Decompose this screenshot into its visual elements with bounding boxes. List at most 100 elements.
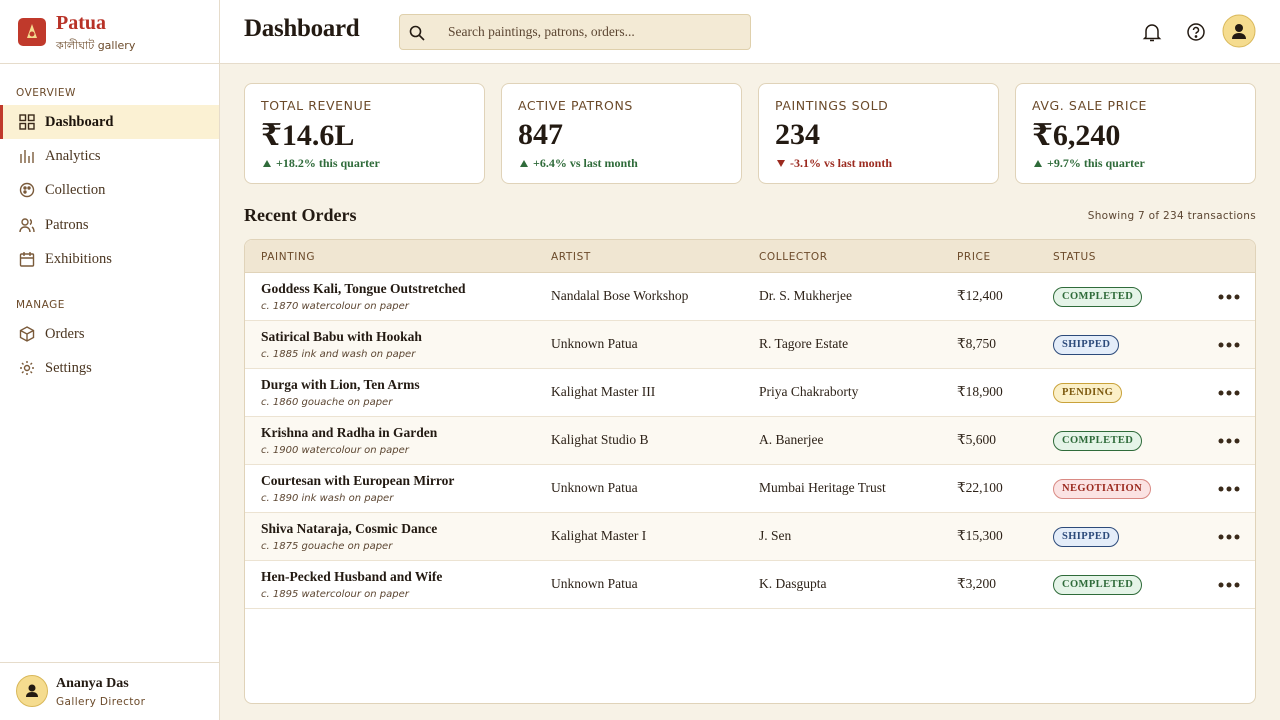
painting-meta: c. 1870 watercolour on paper bbox=[261, 301, 409, 312]
account-avatar[interactable] bbox=[1222, 14, 1256, 48]
painting-meta: c. 1885 ink and wash on paper bbox=[261, 349, 416, 360]
section-title: Recent Orders bbox=[244, 205, 357, 225]
order-row[interactable]: Satirical Babu with Hookah c. 1885 ink an… bbox=[245, 321, 1255, 369]
stat-card: AVG. SALE PRICE ₹6,240 +9.7% this quarter bbox=[1015, 83, 1256, 184]
collector: K. Dasgupta bbox=[759, 576, 827, 591]
column-header: PAINTING bbox=[261, 251, 316, 263]
stat-label: AVG. SALE PRICE bbox=[1032, 98, 1148, 113]
logo bbox=[18, 18, 46, 46]
orders-summary: Showing 7 of 234 transactions bbox=[1087, 210, 1256, 222]
painting-meta: c. 1895 watercolour on paper bbox=[261, 589, 409, 600]
order-row[interactable]: Krishna and Radha in Garden c. 1900 water… bbox=[245, 417, 1255, 465]
artist: Unknown Patua bbox=[551, 576, 638, 591]
stat-value: 234 bbox=[775, 118, 820, 151]
stat-label: ACTIVE PATRONS bbox=[518, 98, 633, 113]
notifications-icon[interactable] bbox=[1142, 22, 1162, 42]
status-badge: COMPLETED bbox=[1053, 575, 1143, 595]
nav-label: Patrons bbox=[45, 216, 89, 233]
nav-section: MANAGE bbox=[16, 299, 65, 311]
stat-delta: -3.1% vs last month bbox=[790, 156, 893, 170]
page-title: Dashboard bbox=[244, 15, 360, 42]
collector: Priya Chakraborty bbox=[759, 384, 859, 399]
status-badge: SHIPPED bbox=[1053, 527, 1120, 547]
nav-item[interactable]: Orders bbox=[0, 317, 219, 351]
orders-table: PAINTING ARTIST COLLECTOR PRICE STATUS Goddes… bbox=[244, 239, 1256, 704]
order-row[interactable]: Shiva Nataraja, Cosmic Dance c. 1875 goua… bbox=[245, 513, 1255, 561]
stat-delta: +9.7% this quarter bbox=[1047, 156, 1145, 170]
stat-value: 847 bbox=[518, 118, 563, 151]
nav-label: Dashboard bbox=[45, 113, 114, 130]
search-placeholder: Search paintings, patrons, orders... bbox=[448, 24, 635, 39]
row-actions[interactable] bbox=[1218, 582, 1240, 588]
price: ₹8,750 bbox=[957, 336, 996, 351]
status-badge: SHIPPED bbox=[1053, 335, 1120, 355]
stat-delta: +18.2% this quarter bbox=[276, 156, 380, 170]
stat-card: PAINTINGS SOLD 234 -3.1% vs last month bbox=[758, 83, 999, 184]
status-badge: COMPLETED bbox=[1053, 431, 1143, 451]
painting-meta: c. 1900 watercolour on paper bbox=[261, 445, 409, 456]
nav-label: Analytics bbox=[45, 147, 101, 164]
trend-icon bbox=[777, 160, 785, 167]
stat-card: TOTAL REVENUE ₹14.6L +18.2% this quarter bbox=[244, 83, 485, 184]
nav-label: Orders bbox=[45, 325, 85, 342]
collector: Mumbai Heritage Trust bbox=[759, 480, 886, 495]
nav-item[interactable]: Patrons bbox=[0, 208, 219, 242]
status-badge: NEGOTIATION bbox=[1053, 479, 1152, 499]
stat-label: PAINTINGS SOLD bbox=[775, 98, 889, 113]
painting-title: Shiva Nataraja, Cosmic Dance bbox=[261, 521, 438, 536]
user-avatar[interactable] bbox=[16, 675, 48, 707]
price: ₹3,200 bbox=[957, 576, 996, 591]
collector: R. Tagore Estate bbox=[759, 336, 849, 351]
sidebar: Patua কালীঘাট gallery OVERVIEW Dashboard… bbox=[0, 0, 220, 720]
price: ₹15,300 bbox=[957, 528, 1003, 543]
order-row[interactable]: Goddess Kali, Tongue Outstretched c. 1870… bbox=[245, 273, 1255, 321]
artist: Nandalal Bose Workshop bbox=[551, 288, 689, 303]
painting-title: Durga with Lion, Ten Arms bbox=[261, 377, 420, 392]
brand-subtitle: কালীঘাট gallery bbox=[56, 39, 136, 52]
help-icon[interactable] bbox=[1186, 22, 1206, 42]
artist: Unknown Patua bbox=[551, 480, 638, 495]
artist: Kalighat Master I bbox=[551, 528, 647, 543]
stat-value: ₹6,240 bbox=[1032, 119, 1121, 152]
painting-title: Satirical Babu with Hookah bbox=[261, 329, 422, 344]
order-row[interactable]: Courtesan with European Mirror c. 1890 in… bbox=[245, 465, 1255, 513]
order-row[interactable]: Hen-Pecked Husband and Wife c. 1895 water… bbox=[245, 561, 1255, 609]
row-actions[interactable] bbox=[1218, 390, 1240, 396]
row-actions[interactable] bbox=[1218, 294, 1240, 300]
nav-item[interactable]: Settings bbox=[0, 351, 219, 385]
painting-meta: c. 1860 gouache on paper bbox=[261, 397, 393, 408]
painting-title: Krishna and Radha in Garden bbox=[261, 425, 438, 440]
nav-section: OVERVIEW bbox=[16, 87, 76, 99]
painting-title: Hen-Pecked Husband and Wife bbox=[261, 569, 443, 584]
nav-item[interactable]: Analytics bbox=[0, 139, 219, 173]
nav-item[interactable]: Collection bbox=[0, 173, 219, 207]
price: ₹5,600 bbox=[957, 432, 996, 447]
row-actions[interactable] bbox=[1218, 534, 1240, 540]
stat-card: ACTIVE PATRONS 847 +6.4% vs last month bbox=[501, 83, 742, 184]
artist: Unknown Patua bbox=[551, 336, 638, 351]
top-bar: Dashboard Search paintings, patrons, ord… bbox=[220, 0, 1280, 64]
column-header: ARTIST bbox=[551, 251, 591, 263]
nav-item[interactable]: Exhibitions bbox=[0, 242, 219, 276]
stat-label: TOTAL REVENUE bbox=[261, 98, 372, 113]
collector: Dr. S. Mukherjee bbox=[759, 288, 852, 303]
column-header: COLLECTOR bbox=[759, 251, 828, 263]
price: ₹12,400 bbox=[957, 288, 1003, 303]
trend-icon bbox=[263, 160, 271, 167]
status-badge: COMPLETED bbox=[1053, 287, 1143, 307]
price: ₹22,100 bbox=[957, 480, 1003, 495]
row-actions[interactable] bbox=[1218, 438, 1240, 444]
row-actions[interactable] bbox=[1218, 486, 1240, 492]
user-role: Gallery Director bbox=[56, 696, 146, 708]
row-actions[interactable] bbox=[1218, 342, 1240, 348]
nav-label: Settings bbox=[45, 359, 92, 376]
stat-delta: +6.4% vs last month bbox=[533, 156, 638, 170]
order-row[interactable]: Durga with Lion, Ten Arms c. 1860 gouache… bbox=[245, 369, 1255, 417]
artist: Kalighat Studio B bbox=[551, 432, 649, 447]
nav-item[interactable]: Dashboard bbox=[0, 105, 219, 139]
table-header: PAINTING ARTIST COLLECTOR PRICE STATUS bbox=[245, 240, 1255, 273]
user-name: Ananya Das bbox=[56, 676, 129, 691]
search-box[interactable]: Search paintings, patrons, orders... bbox=[399, 14, 751, 50]
